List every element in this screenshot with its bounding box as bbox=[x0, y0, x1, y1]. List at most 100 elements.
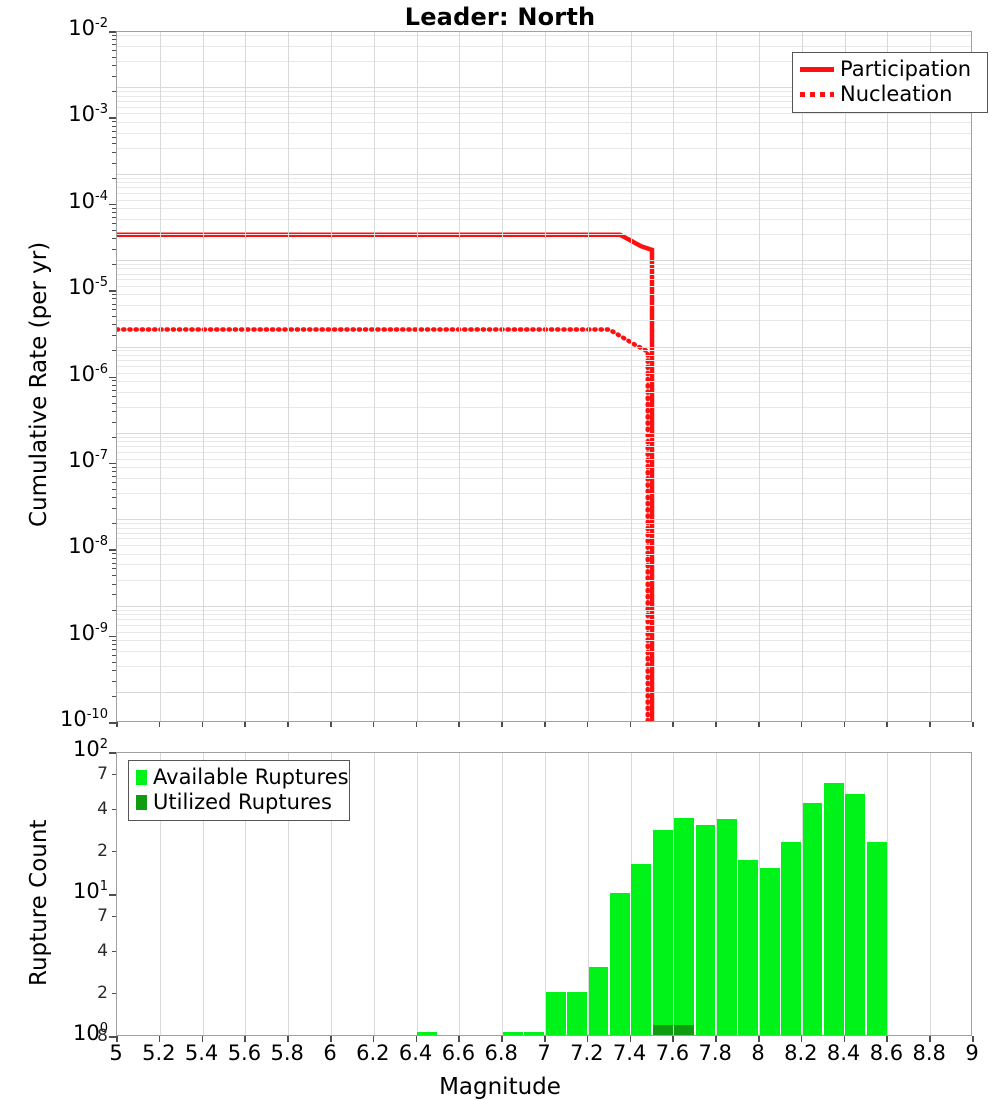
horizontal-gridline bbox=[117, 624, 971, 626]
top-x-tick-mark bbox=[672, 722, 674, 727]
rupture-count-bar[interactable] bbox=[417, 1032, 438, 1035]
bottom-y-minor-tick-label: 2 bbox=[97, 841, 108, 862]
top-y-minor-tick bbox=[112, 50, 116, 52]
rupture-count-bar[interactable] bbox=[545, 992, 566, 1035]
top-x-tick-mark bbox=[715, 722, 717, 727]
legend-item-available-ruptures[interactable]: Available Ruptures bbox=[136, 765, 349, 790]
horizontal-gridline bbox=[117, 532, 971, 534]
top-x-tick-mark bbox=[800, 722, 803, 727]
top-y-tick-label: 10-6 bbox=[68, 361, 108, 386]
top-y-tick-mark bbox=[109, 203, 116, 206]
horizontal-gridline bbox=[117, 264, 971, 266]
vertical-gridline bbox=[844, 32, 846, 721]
x-tick-mark bbox=[758, 1036, 760, 1042]
x-tick-label: 9 bbox=[965, 1041, 979, 1065]
horizontal-gridline bbox=[117, 493, 971, 495]
vertical-gridline bbox=[416, 32, 418, 721]
rupture-count-bar[interactable] bbox=[588, 967, 609, 1035]
x-tick-label: 6.4 bbox=[398, 1041, 433, 1065]
top-y-minor-tick bbox=[112, 466, 116, 468]
horizontal-gridline bbox=[117, 95, 971, 97]
legend-item-nucleation[interactable]: Nucleation bbox=[800, 82, 980, 107]
bottom-y-axis-title: Rupture Count bbox=[26, 819, 52, 986]
bottom-y-tick-mark bbox=[109, 752, 116, 754]
top-y-tick-mark bbox=[109, 462, 116, 465]
rupture-count-bar[interactable] bbox=[631, 864, 652, 1035]
rupture-count-bar[interactable] bbox=[717, 819, 737, 1035]
available-rupture-segment bbox=[503, 1032, 523, 1035]
horizontal-gridline bbox=[117, 639, 971, 641]
x-tick-mark bbox=[586, 1036, 589, 1042]
available-rupture-segment bbox=[781, 841, 801, 1035]
rupture-count-bar[interactable] bbox=[824, 782, 844, 1035]
horizontal-gridline bbox=[117, 523, 971, 525]
bottom-y-minor-tick-label: 8 bbox=[97, 1026, 108, 1046]
x-tick-label: 5.4 bbox=[184, 1041, 219, 1065]
top-y-minor-tick bbox=[112, 575, 116, 577]
horizontal-gridline bbox=[117, 182, 971, 184]
x-tick-label: 5 bbox=[109, 1041, 123, 1065]
vertical-gridline bbox=[331, 32, 332, 721]
x-tick-mark bbox=[672, 1036, 674, 1042]
top-y-minor-tick bbox=[112, 39, 116, 41]
horizontal-gridline bbox=[117, 519, 971, 521]
x-tick-mark bbox=[843, 1036, 846, 1042]
top-y-minor-tick bbox=[112, 125, 116, 127]
rupture-count-bar[interactable] bbox=[567, 992, 587, 1035]
rupture-count-bar[interactable] bbox=[652, 829, 673, 1035]
top-y-tick-label: 10-9 bbox=[68, 620, 108, 645]
legend-label-utilized-ruptures: Utilized Ruptures bbox=[153, 790, 332, 814]
top-y-minor-tick bbox=[112, 162, 116, 164]
top-x-tick-mark bbox=[929, 722, 931, 727]
top-y-minor-tick bbox=[112, 57, 116, 58]
available-rupture-segment bbox=[845, 793, 866, 1035]
horizontal-gridline bbox=[117, 545, 971, 547]
top-x-tick-mark bbox=[758, 722, 760, 727]
rupture-count-bar[interactable] bbox=[610, 893, 630, 1035]
top-y-minor-tick bbox=[112, 303, 116, 305]
horizontal-gridline bbox=[117, 650, 971, 652]
x-tick-label: 7 bbox=[537, 1041, 551, 1065]
horizontal-gridline bbox=[117, 106, 971, 108]
top-y-minor-tick bbox=[112, 410, 116, 412]
horizontal-gridline bbox=[117, 61, 971, 63]
top-x-tick-mark bbox=[372, 722, 375, 727]
horizontal-gridline bbox=[117, 286, 971, 288]
horizontal-gridline bbox=[117, 268, 971, 270]
horizontal-gridline bbox=[117, 553, 971, 555]
figure-title: Leader: North bbox=[404, 3, 596, 31]
rupture-count-bar[interactable] bbox=[674, 817, 694, 1035]
available-swatch-icon bbox=[136, 770, 147, 785]
rupture-count-bar[interactable] bbox=[781, 841, 801, 1035]
legend-item-participation[interactable]: Participation bbox=[800, 57, 980, 82]
legend-item-utilized-ruptures[interactable]: Utilized Ruptures bbox=[136, 790, 342, 815]
top-y-tick-mark bbox=[109, 376, 116, 378]
rupture-count-bar[interactable] bbox=[738, 860, 759, 1035]
vertical-gridline bbox=[673, 32, 675, 721]
x-tick-mark bbox=[244, 1036, 246, 1042]
available-rupture-segment bbox=[759, 868, 780, 1035]
rupture-count-bar[interactable] bbox=[802, 803, 823, 1035]
x-tick-label: 6.8 bbox=[484, 1041, 518, 1065]
x-tick-label: 7.8 bbox=[698, 1041, 732, 1065]
rupture-count-bar[interactable] bbox=[866, 841, 887, 1035]
available-rupture-segment bbox=[738, 860, 759, 1035]
top-y-minor-tick bbox=[112, 177, 116, 179]
top-x-tick-mark bbox=[501, 722, 503, 727]
vertical-gridline bbox=[673, 753, 675, 1035]
rupture-count-bar[interactable] bbox=[503, 1032, 523, 1035]
rupture-count-bar[interactable] bbox=[695, 825, 716, 1035]
vertical-gridline bbox=[759, 32, 760, 721]
horizontal-gridline bbox=[117, 564, 971, 566]
vertical-gridline bbox=[844, 753, 846, 1035]
bottom-y-minor-tick bbox=[112, 808, 116, 810]
x-tick-label: 7.2 bbox=[570, 1041, 604, 1065]
rupture-count-bar[interactable] bbox=[759, 868, 780, 1035]
horizontal-gridline bbox=[117, 692, 971, 693]
rupture-count-bar[interactable] bbox=[845, 793, 866, 1035]
horizontal-gridline bbox=[117, 121, 971, 123]
horizontal-gridline bbox=[117, 305, 971, 307]
rupture-count-bar[interactable] bbox=[524, 1032, 545, 1035]
top-y-minor-tick bbox=[112, 34, 116, 36]
vertical-gridline bbox=[801, 32, 803, 721]
